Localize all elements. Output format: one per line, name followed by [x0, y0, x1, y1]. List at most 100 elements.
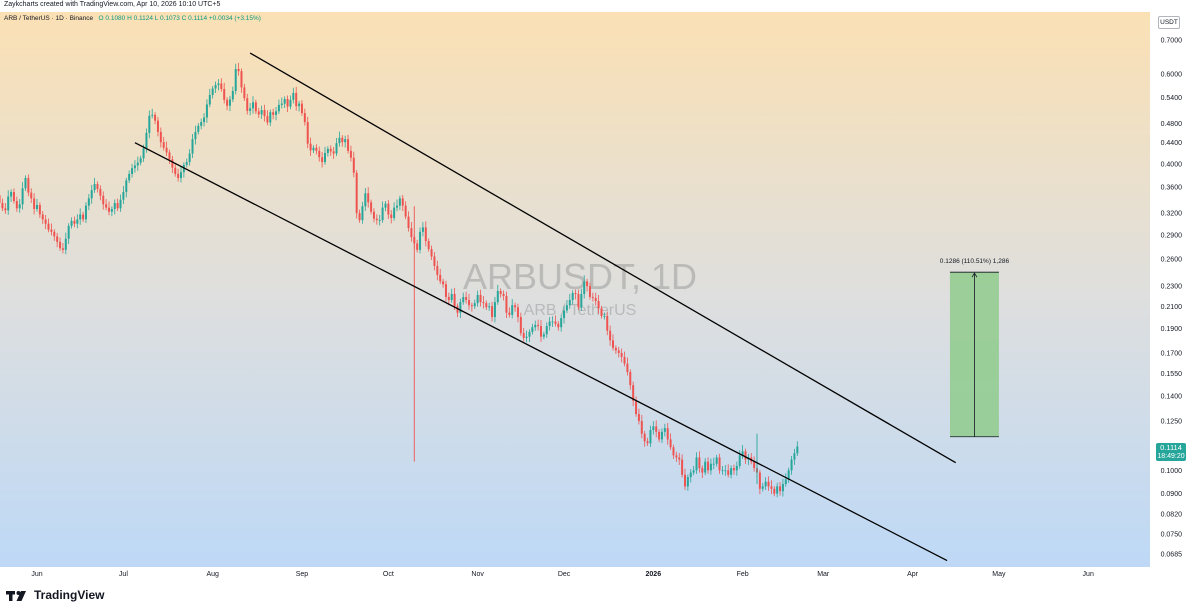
symbol-line: ARB / TetherUS · 1D · Binance — [4, 15, 94, 22]
y-tick-label: 0.3600 — [1161, 185, 1183, 192]
candle-body — [658, 431, 661, 440]
candle-body — [145, 132, 148, 149]
candle-body — [447, 296, 450, 301]
candle-body — [194, 131, 197, 140]
x-tick-label: Mar — [817, 571, 830, 578]
candle-body — [421, 227, 424, 232]
candle-body — [396, 205, 398, 208]
candle-body — [764, 481, 767, 487]
candle-body — [286, 99, 289, 107]
candle-body — [205, 104, 208, 118]
candle-body — [390, 214, 393, 218]
candle-body — [643, 433, 646, 442]
candle-body — [119, 199, 122, 209]
channel-upper[interactable] — [249, 52, 957, 464]
symbol-info: ARB / TetherUS · 1D · Binance O 0.1080 H… — [4, 15, 261, 22]
chart[interactable]: ARBUSDT, 1D ARB / TetherUS 0.1286 (110.5… — [0, 12, 1200, 580]
candle-body — [41, 214, 44, 220]
candle-body — [70, 220, 73, 226]
last-price-tag: 0.1114 18:49:20 — [1156, 443, 1186, 461]
currency-label[interactable]: USDT — [1158, 16, 1180, 29]
candle-body — [531, 327, 534, 332]
candle-body — [102, 195, 105, 205]
candle-body — [491, 306, 494, 318]
candle-body — [787, 470, 790, 480]
candle-body — [479, 294, 482, 303]
candle-body — [237, 68, 240, 72]
candle-body — [554, 321, 557, 324]
candle-body — [36, 204, 38, 209]
candle-body — [577, 293, 580, 308]
candle-body — [660, 431, 663, 440]
candle-body — [211, 88, 214, 95]
tradingview-logo[interactable]: TradingView — [6, 588, 104, 602]
candle-body — [352, 157, 355, 173]
candle-body — [741, 451, 744, 456]
candle-body — [378, 220, 381, 221]
candle-body — [231, 90, 234, 100]
candle-body — [439, 274, 442, 282]
y-axis: 0.7000 0.6000 0.5400 0.4800 0.4400 0.4000 0.36… — [1150, 12, 1200, 580]
candle-body — [56, 236, 59, 242]
candle-body — [298, 103, 301, 107]
candle-body — [249, 108, 252, 111]
candle-body — [459, 302, 462, 313]
top-bar: Zaykcharts created with TradingView.com,… — [0, 0, 1200, 12]
x-tick-label: Aug — [206, 571, 219, 578]
candle-body — [781, 484, 784, 492]
projection: 0.1286 (110.51%) 1,286 — [940, 258, 1009, 438]
candle-body — [721, 470, 724, 472]
candle-body — [364, 193, 367, 207]
candle-body — [591, 296, 594, 298]
candle-body — [540, 326, 542, 337]
last-price: 0.1114 — [1160, 443, 1182, 452]
candle-body — [580, 293, 583, 308]
bar-countdown: 18:49:20 — [1157, 453, 1185, 460]
candle-body — [646, 441, 649, 444]
candle-body — [309, 143, 312, 151]
y-tick-label: 0.3200 — [1161, 211, 1183, 218]
candle-body — [404, 205, 407, 217]
candle-body — [681, 459, 684, 475]
candle-body — [4, 208, 7, 211]
candle-body — [191, 139, 194, 154]
candle-body — [444, 284, 447, 297]
ohlc-values: O 0.1080 H 0.1124 L 0.1073 C 0.1114 +0.0… — [98, 15, 261, 22]
trendlines — [134, 52, 957, 562]
candle-body — [542, 334, 545, 337]
candle-body — [375, 218, 378, 221]
candle-body — [675, 455, 678, 458]
candle-body — [283, 99, 286, 104]
candle-body — [525, 336, 528, 338]
candle-body — [358, 213, 361, 221]
x-axis: Jun Jul Aug Sep Oct Nov Dec 2026 Feb Mar Apr May Jun — [0, 567, 1200, 580]
candle-body — [188, 153, 191, 163]
x-tick-label: May — [992, 571, 1006, 578]
candle-body — [272, 112, 275, 115]
candle-body — [485, 303, 488, 308]
candle-body — [609, 330, 612, 341]
y-tick-label: 0.0750 — [1161, 531, 1183, 538]
candle-body — [442, 281, 445, 285]
candle-body — [44, 219, 47, 224]
candle-body — [393, 207, 396, 218]
candle-body — [0, 195, 1, 203]
candle-body — [669, 439, 672, 448]
candle-body — [453, 293, 456, 307]
candle-body — [387, 203, 390, 215]
candle-body — [113, 202, 116, 209]
candle-body — [168, 152, 171, 160]
candle-body — [545, 326, 548, 335]
candle-body — [712, 463, 715, 465]
candle-body — [433, 256, 436, 266]
candle-body — [767, 481, 770, 487]
x-tick-label: Dec — [558, 571, 571, 578]
candle-body — [21, 188, 24, 205]
candle-body — [488, 306, 491, 308]
candle-body — [790, 459, 793, 471]
candle-body — [318, 150, 321, 158]
candle-body — [505, 295, 508, 313]
candle-body — [617, 350, 620, 353]
channel-lower[interactable] — [134, 142, 948, 562]
candle-body — [401, 198, 404, 206]
